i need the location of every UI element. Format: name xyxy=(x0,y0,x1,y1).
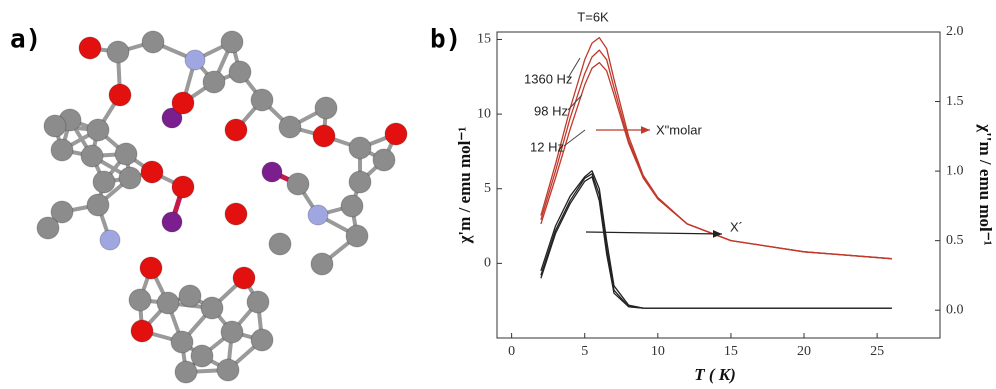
atom xyxy=(37,217,59,239)
annotation: X"molar xyxy=(656,122,702,137)
series-line xyxy=(541,63,892,259)
atom xyxy=(247,291,269,313)
panel-label: b) xyxy=(430,25,461,55)
atom xyxy=(311,253,333,275)
atom xyxy=(225,203,247,225)
atom xyxy=(191,345,213,367)
y-tick-label: 15 xyxy=(477,32,491,47)
atom xyxy=(349,171,371,193)
series-line xyxy=(541,171,892,308)
chart: 0 5 10 15 20 25 0 5 10 15 0.0 0.5 1.0 1.5 2.0 T=6K 12 Hz… xyxy=(455,9,995,383)
atom xyxy=(109,84,131,106)
atom xyxy=(140,257,162,279)
atom xyxy=(225,119,247,141)
atom xyxy=(269,233,291,255)
atom xyxy=(262,162,282,182)
atom xyxy=(229,61,251,83)
series-label: 12 Hz xyxy=(530,139,564,154)
leader-line xyxy=(568,58,580,78)
atom xyxy=(221,321,243,343)
atom xyxy=(93,171,115,193)
y2-axis-label: χ''m / emu mol⁻¹ xyxy=(976,123,995,246)
atom xyxy=(131,320,153,342)
y2-tick-label: 0.5 xyxy=(946,233,964,248)
series-line xyxy=(541,38,892,259)
leader-line xyxy=(568,95,582,110)
annotation: X´ xyxy=(730,219,743,234)
atom xyxy=(341,195,363,217)
x-tick-label: 20 xyxy=(797,344,811,359)
series-label: 1360 Hz xyxy=(524,71,572,86)
y2-tick-label: 1.0 xyxy=(946,163,964,178)
atom xyxy=(233,267,255,289)
atom xyxy=(251,89,273,111)
atom xyxy=(100,230,120,250)
atom xyxy=(185,50,205,70)
atom xyxy=(171,331,193,353)
atom xyxy=(172,92,194,114)
atom xyxy=(79,37,101,59)
panel-label: a) xyxy=(10,25,41,55)
atom xyxy=(279,116,301,138)
atom xyxy=(115,143,137,165)
atom xyxy=(107,41,129,63)
atom xyxy=(203,71,225,93)
atom xyxy=(308,205,328,225)
figure: a) b) 0 5 10 15 20 25 0 5 10 15 0.0 0.5 1.0 1.5 2.0 T=6… xyxy=(0,0,996,389)
atom xyxy=(221,31,243,53)
annotation: T=6K xyxy=(577,9,609,24)
arrow xyxy=(586,232,722,234)
series-line xyxy=(541,50,892,259)
atom xyxy=(162,212,182,232)
atom xyxy=(201,297,223,319)
series-line xyxy=(541,177,892,308)
atom xyxy=(346,225,368,247)
atom xyxy=(51,139,73,161)
atom xyxy=(157,292,179,314)
atom xyxy=(287,173,309,195)
atom xyxy=(119,167,141,189)
y-tick-label: 10 xyxy=(477,106,491,121)
x-tick-label: 10 xyxy=(651,344,665,359)
x-axis-label: T ( K) xyxy=(694,365,736,384)
atom xyxy=(251,329,273,351)
atom xyxy=(313,125,335,147)
y-tick-label: 0 xyxy=(484,256,491,271)
y2-tick-label: 1.5 xyxy=(946,94,964,109)
atom xyxy=(175,361,197,383)
atom xyxy=(81,145,103,167)
y-tick-label: 5 xyxy=(484,181,491,196)
atom xyxy=(217,359,239,381)
x-tick-label: 0 xyxy=(508,344,515,359)
y2-tick-label: 2.0 xyxy=(946,24,964,39)
atom xyxy=(172,176,194,198)
atom xyxy=(385,123,407,145)
atom xyxy=(129,289,151,311)
y2-tick-label: 0.0 xyxy=(946,302,964,317)
y-axis-label: χ'm / emu mol⁻¹ xyxy=(455,127,474,245)
series-label: 98 Hz xyxy=(534,103,568,118)
atom xyxy=(373,149,395,171)
x-tick-label: 15 xyxy=(724,344,738,359)
atom xyxy=(315,97,337,119)
atom xyxy=(87,194,109,216)
atom xyxy=(179,285,201,307)
atom xyxy=(141,161,163,183)
atom xyxy=(142,31,164,53)
x-tick-label: 5 xyxy=(581,344,588,359)
series-line xyxy=(541,174,892,308)
molecule xyxy=(37,31,407,383)
atom xyxy=(87,119,109,141)
atom xyxy=(44,115,66,137)
atom xyxy=(349,137,371,159)
x-tick-label: 25 xyxy=(870,344,884,359)
